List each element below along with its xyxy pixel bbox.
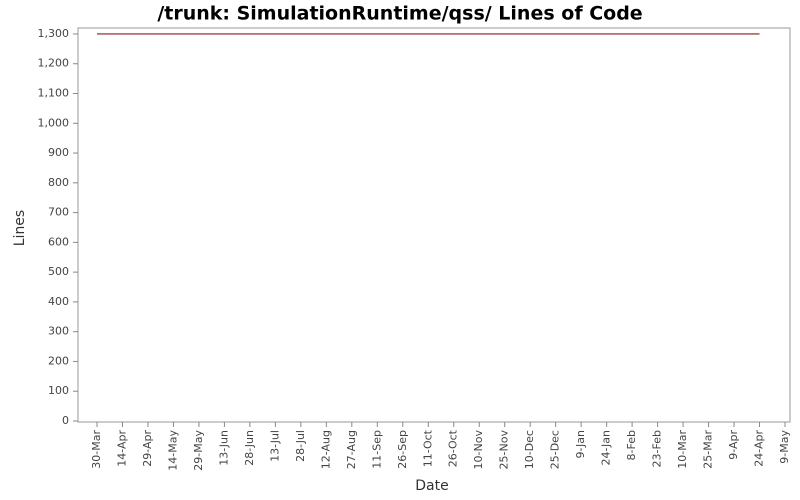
x-tick-label: 24-Jan: [600, 430, 613, 466]
y-tick-label: 900: [48, 146, 69, 159]
x-tick-label: 25-Nov: [498, 430, 511, 470]
x-tick-label: 28-Jul: [294, 430, 307, 462]
x-tick-label: 24-Apr: [753, 430, 766, 467]
y-tick-label: 1,000: [38, 116, 70, 129]
y-tick-label: 1,100: [38, 87, 70, 100]
y-tick-label: 400: [48, 295, 69, 308]
x-tick-label: 26-Sep: [396, 430, 409, 469]
x-tick-label: 10-Dec: [523, 430, 536, 469]
y-tick-label: 800: [48, 176, 69, 189]
y-tick-label: 1,300: [38, 27, 70, 40]
x-tick-label: 9-May: [778, 430, 791, 464]
y-tick-label: 500: [48, 265, 69, 278]
y-tick-label: 600: [48, 235, 69, 248]
x-axis-label: Date: [415, 478, 448, 494]
x-tick-label: 13-Jul: [268, 430, 281, 462]
x-tick-label: 13-Jun: [217, 430, 230, 466]
y-tick-label: 700: [48, 206, 69, 219]
y-tick-label: 300: [48, 325, 69, 338]
x-tick-label: 30-Mar: [90, 430, 103, 469]
x-tick-label: 29-May: [192, 430, 205, 471]
x-tick-label: 25-Dec: [549, 430, 562, 469]
x-tick-label: 29-Apr: [141, 430, 154, 467]
x-tick-label: 14-May: [166, 430, 179, 471]
y-axis-label: Lines: [12, 210, 28, 246]
plot-area: [77, 27, 791, 423]
x-tick-label: 9-Apr: [727, 430, 740, 460]
x-tick-label: 11-Sep: [370, 430, 383, 469]
x-tick-label: 12-Aug: [319, 430, 332, 469]
x-tick-label: 23-Feb: [651, 430, 664, 467]
y-tick-label: 1,200: [38, 57, 70, 70]
x-tick-label: 10-Nov: [472, 430, 485, 470]
x-tick-label: 27-Aug: [345, 430, 358, 469]
y-tick-label: 100: [48, 384, 69, 397]
x-tick-label: 11-Oct: [421, 429, 434, 467]
x-tick-label: 10-Mar: [676, 430, 689, 469]
x-tick-label: 28-Jun: [243, 430, 256, 466]
x-tick-label: 8-Feb: [625, 430, 638, 460]
x-tick-label: 26-Oct: [447, 429, 460, 467]
x-tick-label: 9-Jan: [574, 430, 587, 459]
y-tick-label: 200: [48, 354, 69, 367]
x-tick-label: 25-Mar: [702, 430, 715, 469]
x-tick-label: 14-Apr: [115, 430, 128, 467]
chart-title: /trunk: SimulationRuntime/qss/ Lines of …: [157, 3, 642, 25]
y-tick-label: 0: [62, 414, 69, 427]
